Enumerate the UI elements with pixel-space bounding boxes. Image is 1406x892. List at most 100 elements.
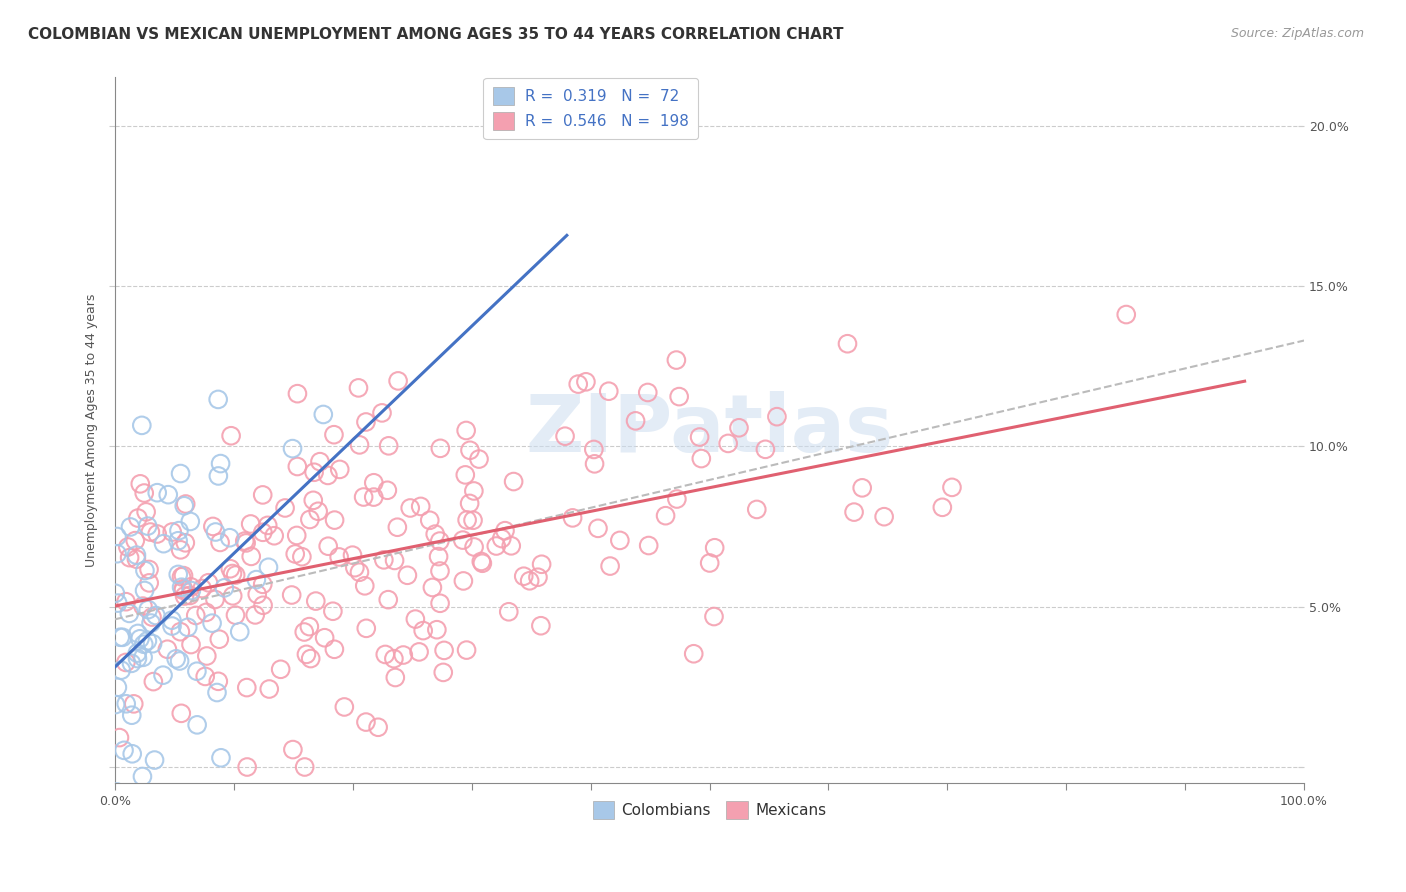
Point [371, 406, 394, 420]
Point [494, 524, 516, 538]
Point [637, 385, 659, 400]
Point [177, 620, 200, 634]
Point [104, 586, 127, 600]
Point [156, 642, 179, 657]
Point [207, 392, 229, 407]
Point [302, 493, 325, 508]
Point [125, 548, 148, 562]
Point [458, 443, 481, 458]
Point [245, 607, 267, 622]
Point [141, 610, 163, 624]
Point [367, 720, 389, 734]
Point [236, 760, 259, 774]
Point [121, 747, 143, 761]
Point [456, 424, 478, 438]
Point [131, 418, 153, 433]
Point [314, 631, 336, 645]
Point [207, 674, 229, 689]
Point [136, 519, 159, 533]
Point [354, 715, 377, 730]
Point [204, 524, 226, 539]
Point [136, 633, 159, 648]
Point [105, 681, 128, 695]
Point [931, 500, 953, 515]
Point [208, 632, 231, 647]
Point [115, 595, 138, 609]
Point [356, 621, 378, 635]
Point [429, 564, 451, 578]
Point [323, 513, 346, 527]
Point [142, 674, 165, 689]
Point [186, 718, 208, 732]
Point [214, 581, 236, 595]
Point [426, 623, 449, 637]
Point [246, 587, 269, 601]
Point [665, 353, 688, 368]
Point [463, 483, 485, 498]
Point [349, 438, 371, 452]
Point [665, 491, 688, 506]
Point [195, 648, 218, 663]
Point [257, 560, 280, 574]
Point [451, 533, 474, 547]
Point [127, 626, 149, 640]
Point [118, 550, 141, 565]
Point [429, 596, 451, 610]
Point [433, 643, 456, 657]
Point [145, 608, 167, 623]
Point [837, 336, 859, 351]
Point [139, 615, 162, 630]
Point [498, 605, 520, 619]
Point [567, 377, 589, 392]
Point [392, 648, 415, 662]
Point [298, 619, 321, 633]
Point [323, 427, 346, 442]
Point [134, 486, 156, 500]
Point [374, 648, 396, 662]
Point [281, 742, 304, 756]
Point [598, 384, 620, 399]
Point [842, 505, 865, 519]
Point [169, 654, 191, 668]
Point [209, 751, 232, 765]
Point [132, 650, 155, 665]
Point [456, 643, 478, 657]
Point [201, 616, 224, 631]
Point [422, 581, 444, 595]
Point [170, 570, 193, 584]
Point [527, 570, 550, 584]
Point [169, 542, 191, 557]
Point [285, 459, 308, 474]
Point [575, 375, 598, 389]
Point [252, 577, 274, 591]
Point [454, 467, 477, 482]
Point [167, 567, 190, 582]
Point [135, 505, 157, 519]
Point [143, 753, 166, 767]
Point [323, 642, 346, 657]
Point [316, 468, 339, 483]
Point [111, 630, 134, 644]
Point [363, 490, 385, 504]
Legend: Colombians, Mexicans: Colombians, Mexicans [586, 795, 832, 825]
Point [180, 638, 202, 652]
Point [408, 645, 430, 659]
Point [766, 409, 789, 424]
Point [174, 497, 197, 511]
Point [502, 475, 524, 489]
Point [703, 609, 725, 624]
Point [125, 552, 148, 566]
Point [377, 439, 399, 453]
Point [294, 760, 316, 774]
Point [377, 592, 399, 607]
Point [136, 602, 159, 616]
Point [121, 708, 143, 723]
Point [160, 524, 183, 539]
Point [239, 516, 262, 531]
Point [120, 520, 142, 534]
Point [201, 519, 224, 533]
Point [309, 455, 332, 469]
Text: Source: ZipAtlas.com: Source: ZipAtlas.com [1230, 27, 1364, 40]
Point [152, 537, 174, 551]
Point [453, 574, 475, 588]
